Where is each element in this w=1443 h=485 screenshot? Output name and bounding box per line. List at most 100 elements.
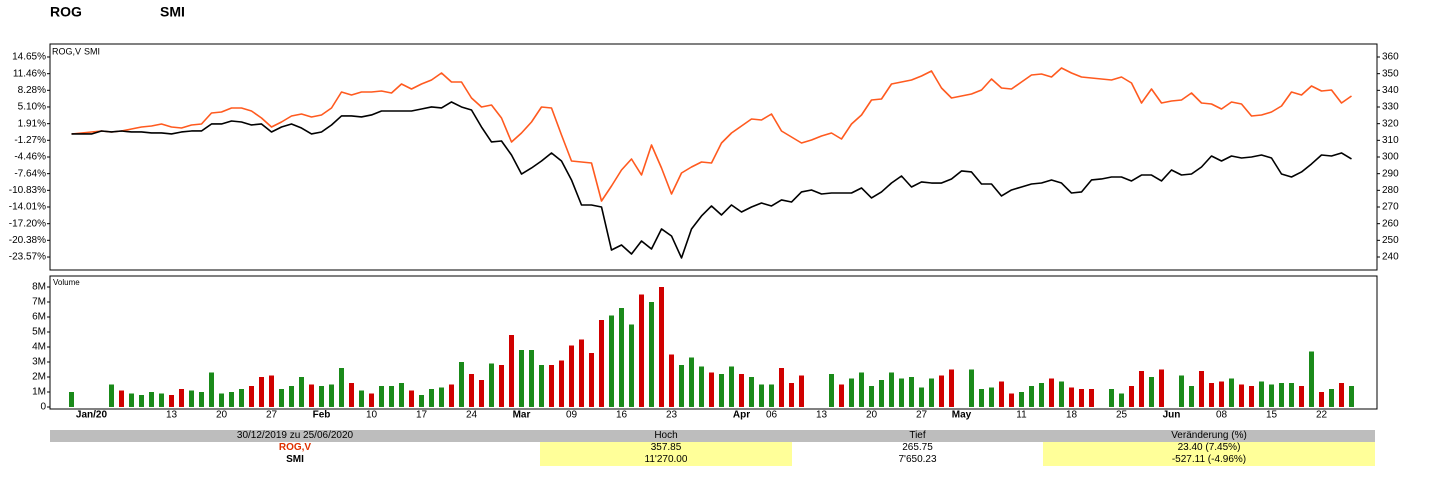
volume-bar (529, 350, 534, 407)
x-tick-label: Jun (1163, 410, 1181, 421)
volume-bar (1249, 386, 1254, 407)
header-cell: Tief (792, 430, 1043, 442)
y-tick-label: 0 (40, 402, 46, 413)
volume-bar (299, 377, 304, 407)
y2-tick-label: 340 (1382, 85, 1399, 96)
change-cell: -527.11 (-4.96%) (1043, 454, 1375, 466)
volume-bar (1299, 386, 1304, 407)
y2-tick-label: 300 (1382, 152, 1399, 163)
volume-bar (509, 335, 514, 407)
x-tick-label: 27 (916, 410, 928, 421)
volume-bar (1269, 384, 1274, 407)
high-cell: 11'270.00 (540, 454, 792, 466)
table-row: ROG,V 357.85 265.75 23.40 (7.45%) (50, 442, 1375, 454)
volume-bar (119, 390, 124, 407)
volume-bar (909, 377, 914, 407)
y2-tick-label: 260 (1382, 218, 1399, 229)
volume-bar (1319, 392, 1324, 407)
volume-bar (109, 384, 114, 407)
volume-bar (159, 393, 164, 407)
volume-bar (569, 345, 574, 407)
x-tick-label: 18 (1066, 410, 1078, 421)
y2-tick-label: 310 (1382, 135, 1399, 146)
volume-bar (769, 384, 774, 407)
volume-bar (1209, 383, 1214, 407)
y-tick-label: 5.10% (18, 102, 46, 113)
volume-bar (369, 393, 374, 407)
volume-bar (449, 384, 454, 407)
volume-bar (419, 395, 424, 407)
legend-label: ROG,V (52, 46, 81, 56)
volume-bar (1029, 386, 1034, 407)
y-tick-label: 8.28% (18, 85, 46, 96)
volume-bar (839, 384, 844, 407)
volume-bar (329, 384, 334, 407)
volume-bar (1189, 386, 1194, 407)
y-tick-label: 5M (32, 327, 46, 338)
low-cell: 265.75 (902, 442, 933, 453)
chart-title: Volume (53, 278, 80, 287)
volume-bar (1329, 389, 1334, 407)
volume-bar (249, 386, 254, 407)
volume-bar (1219, 381, 1224, 407)
volume-bar (469, 374, 474, 407)
x-tick-label: Feb (313, 410, 331, 421)
volume-bar (499, 365, 504, 407)
change-cell: 23.40 (7.45%) (1043, 442, 1375, 454)
header-cell: 30/12/2019 zu 25/06/2020 (50, 430, 540, 442)
volume-bar (949, 369, 954, 407)
x-tick-label: 25 (1116, 410, 1128, 421)
volume-bar (359, 390, 364, 407)
x-tick-label: Mar (513, 410, 531, 421)
volume-bar (1279, 383, 1284, 407)
header-symbol: SMI (160, 4, 185, 20)
series-line (71, 67, 1352, 202)
x-tick-label: 11 (1016, 410, 1027, 421)
volume-bar (849, 378, 854, 407)
volume-bar (1339, 383, 1344, 407)
x-tick-label: 20 (866, 410, 878, 421)
y2-tick-label: 250 (1382, 235, 1399, 246)
volume-bar (69, 392, 74, 407)
volume-bar (999, 381, 1004, 407)
volume-bar (229, 392, 234, 407)
volume-bar (319, 386, 324, 407)
volume-bar (539, 365, 544, 407)
price-frame (49, 43, 1378, 271)
x-tick-label: 09 (566, 410, 578, 421)
volume-bar (859, 372, 864, 407)
volume-bar (629, 324, 634, 407)
x-tick-label: Apr (733, 410, 750, 421)
volume-bar (1039, 383, 1044, 407)
volume-bar (1079, 389, 1084, 407)
volume-bar (1069, 387, 1074, 407)
x-tick-label: 13 (816, 410, 828, 421)
volume-bar (259, 377, 264, 407)
x-tick-label: 24 (466, 410, 478, 421)
volume-bar (689, 357, 694, 407)
volume-bar (549, 365, 554, 407)
volume-bar (309, 384, 314, 407)
x-tick-label: 20 (216, 410, 228, 421)
y-tick-label: 1M (32, 387, 46, 398)
volume-bar (279, 389, 284, 407)
volume-bar (149, 392, 154, 407)
x-tick-label: May (952, 410, 972, 421)
volume-bar (919, 387, 924, 407)
volume-bar (979, 389, 984, 407)
x-tick-label: 16 (616, 410, 628, 421)
volume-bar (379, 386, 384, 407)
y-tick-label: -20.38% (9, 235, 46, 246)
y2-tick-label: 360 (1382, 52, 1399, 63)
volume-bar (1239, 384, 1244, 407)
volume-bar (1349, 386, 1354, 407)
volume-bar (219, 393, 224, 407)
volume-bar (189, 390, 194, 407)
volume-bar (1109, 389, 1114, 407)
x-tick-label: 15 (1266, 410, 1278, 421)
volume-bar (939, 375, 944, 407)
volume-frame (49, 275, 1378, 410)
y2-tick-label: 330 (1382, 102, 1399, 113)
x-tick-label: Jan/20 (76, 410, 108, 421)
y-tick-label: 2M (32, 372, 46, 383)
